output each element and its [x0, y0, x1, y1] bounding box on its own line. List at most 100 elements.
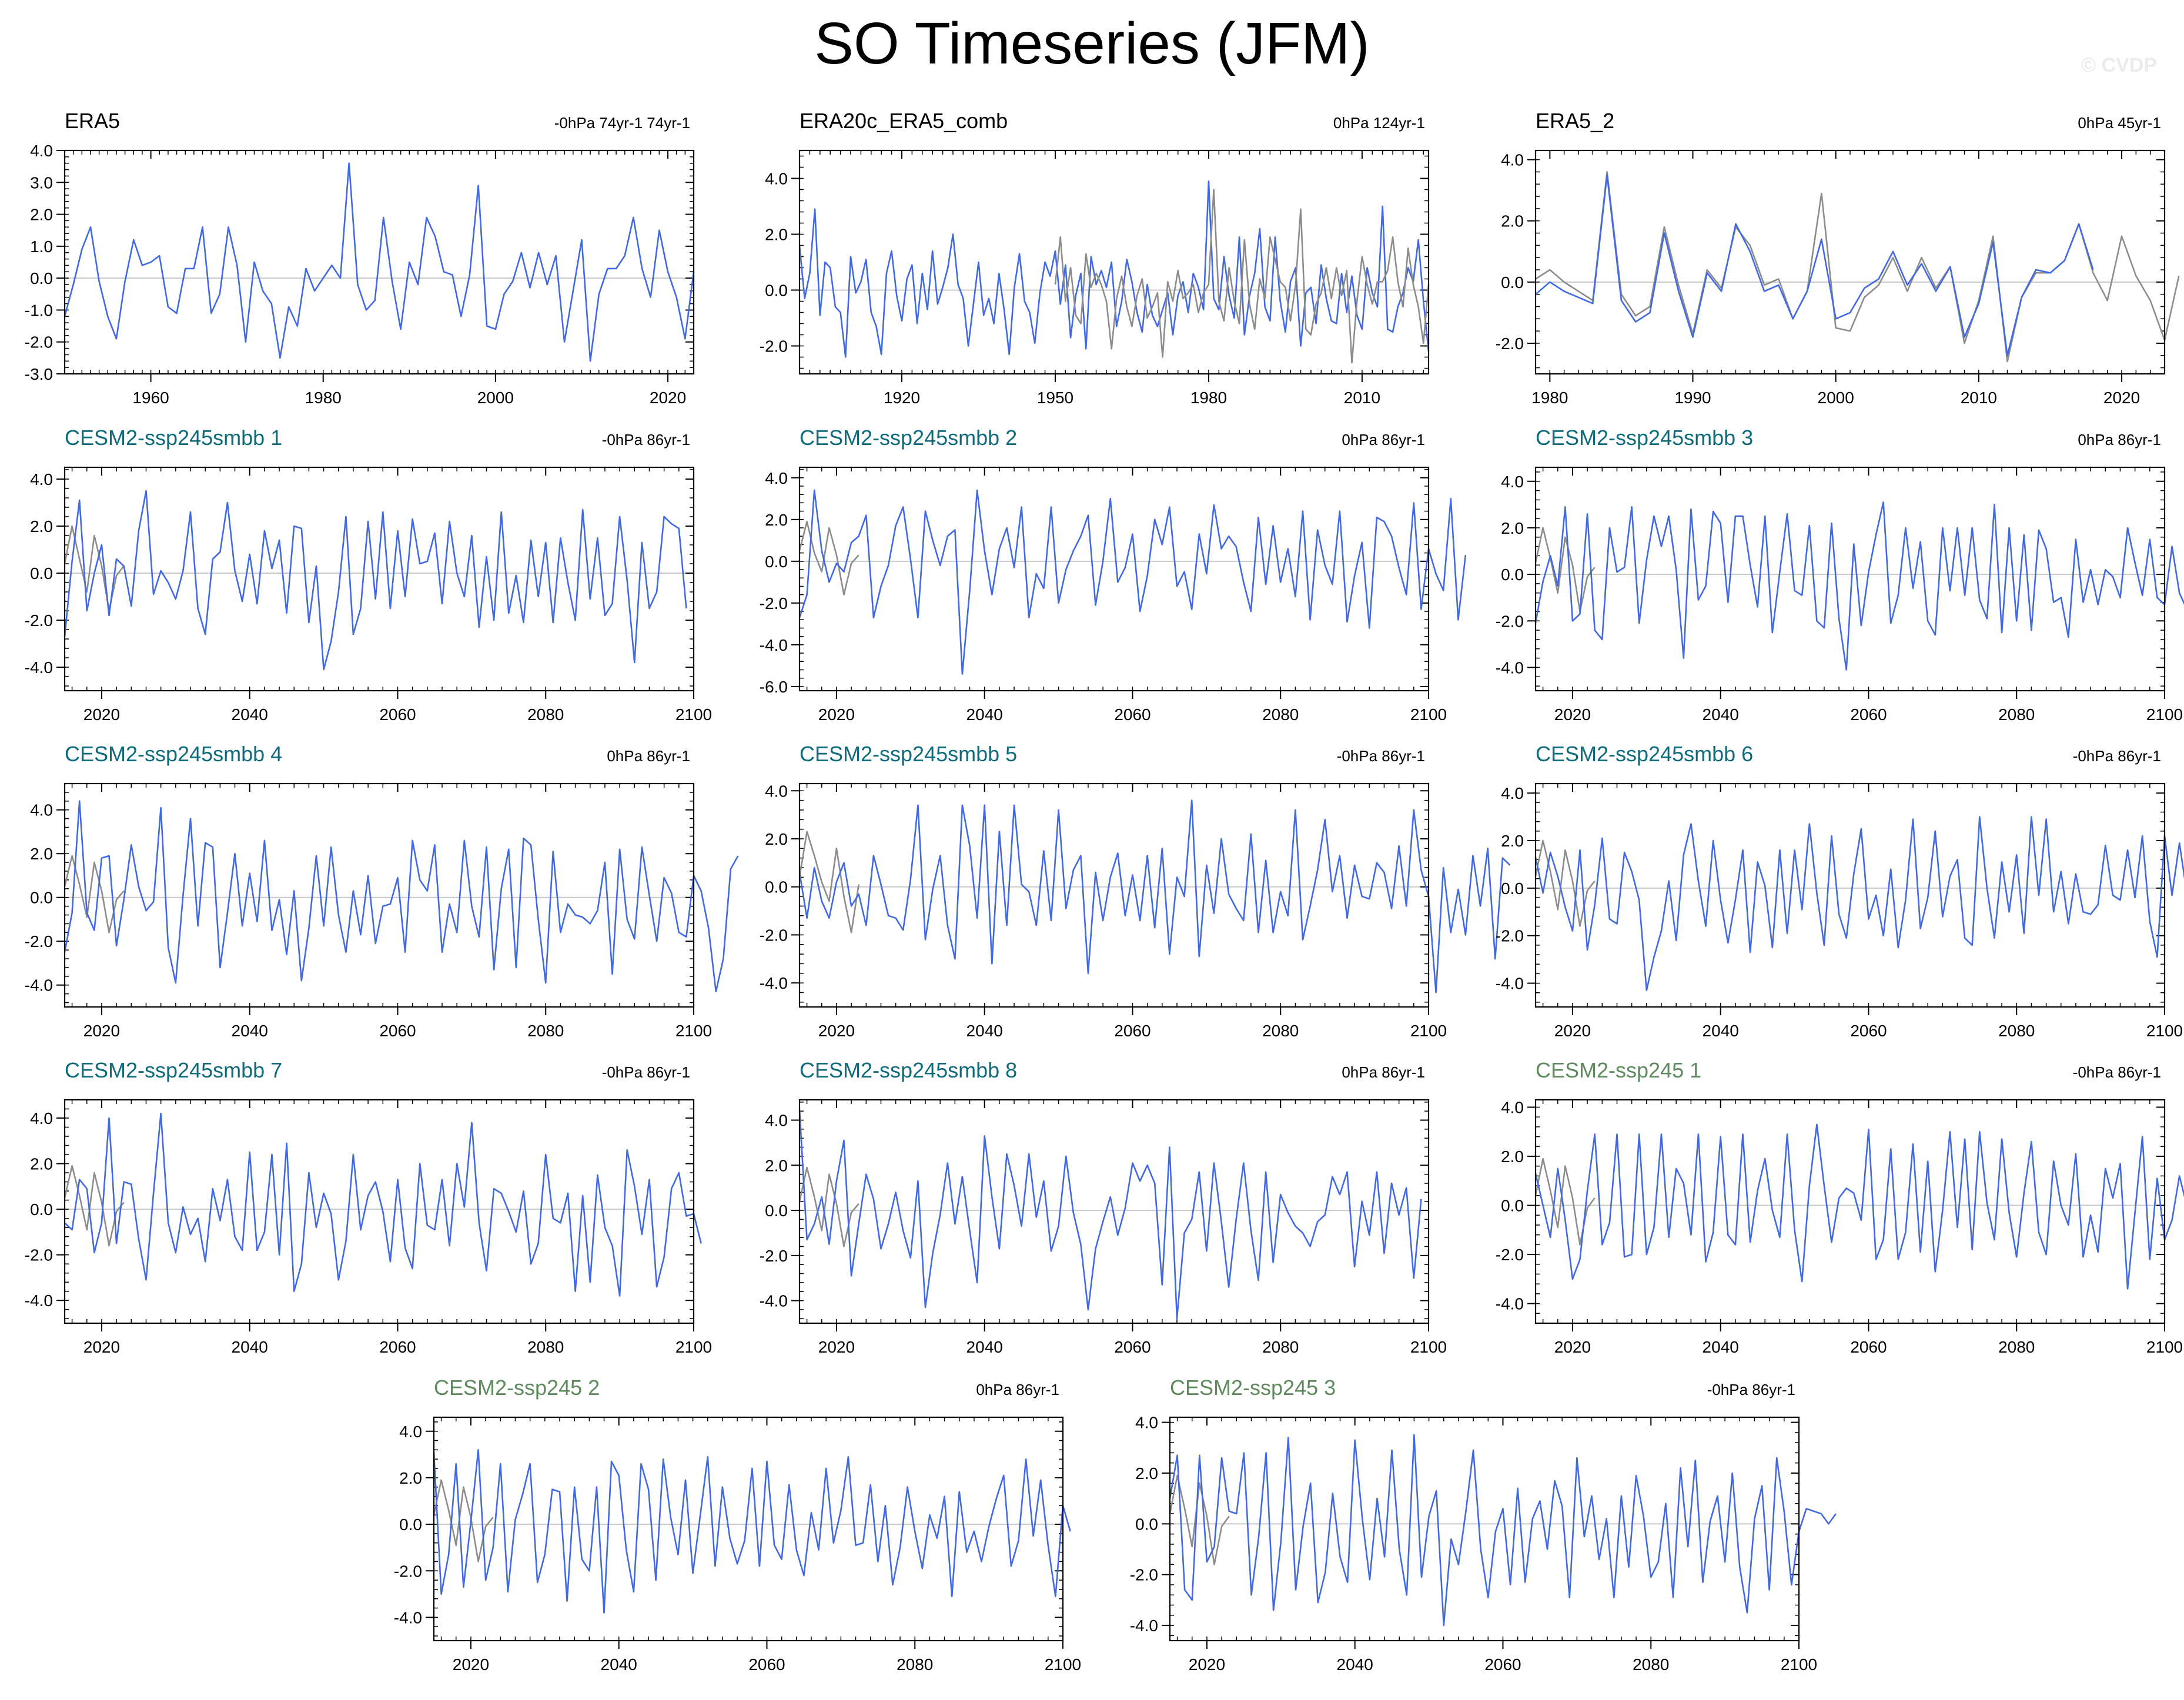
- x-tick-label: 2100: [1410, 1338, 1447, 1356]
- y-tick-label: -4.0: [25, 1291, 53, 1310]
- y-tick-label: 2.0: [1501, 832, 1524, 850]
- y-tick-label: 0.0: [30, 269, 53, 287]
- x-tick-label: 2100: [675, 1338, 712, 1356]
- panel-10: CESM2-ssp245smbb 7 -0hPa 86yr-1 -4.0 -2.0 0.…: [25, 1058, 712, 1356]
- y-tick-label: 2.0: [30, 206, 53, 224]
- index-series-line: [64, 1113, 702, 1297]
- panel-title: CESM2-ssp245smbb 7: [65, 1058, 282, 1082]
- y-tick-label: -4.0: [1130, 1617, 1158, 1635]
- cvdp-watermark: © CVDP: [2081, 54, 2157, 76]
- panel-9: CESM2-ssp245smbb 6 -0hPa 86yr-1 -4.0 -2.0 0.…: [1496, 742, 2184, 1040]
- x-tick-label: 2040: [1703, 1338, 1739, 1356]
- panel-11: CESM2-ssp245smbb 8 0hPa 86yr-1 -4.0 -2.0 0.0…: [760, 1058, 1447, 1356]
- x-tick-label: 2020: [453, 1655, 489, 1674]
- panel-5: CESM2-ssp245smbb 2 0hPa 86yr-1 -6.0 -4.0 -2.…: [760, 426, 1467, 724]
- panel-title: CESM2-ssp245 3: [1170, 1376, 1336, 1400]
- panel-title: CESM2-ssp245smbb 3: [1536, 426, 1753, 450]
- panel-7: CESM2-ssp245smbb 4 0hPa 86yr-1 -4.0 -2.0 0.0…: [25, 742, 739, 1040]
- x-tick-label: 2020: [1189, 1655, 1225, 1674]
- y-tick-label: -2.0: [1496, 612, 1524, 630]
- x-tick-label: 2040: [232, 1022, 268, 1040]
- x-tick-label: 2080: [1998, 705, 2035, 724]
- x-tick-label: 2020: [818, 1022, 855, 1040]
- x-tick-label: 1980: [1190, 389, 1227, 407]
- panel-subtitle: -0hPa 86yr-1: [1707, 1381, 1795, 1398]
- x-tick-label: 2100: [2146, 1022, 2183, 1040]
- y-tick-label: 4.0: [765, 1112, 788, 1130]
- x-tick-label: 2080: [1998, 1338, 2035, 1356]
- x-tick-label: 2020: [2103, 389, 2140, 407]
- panel-subtitle: 0hPa 45yr-1: [2078, 114, 2161, 132]
- observed-overlay-line: [798, 520, 859, 595]
- y-tick-label: 0.0: [765, 878, 788, 896]
- y-tick-label: 2.0: [765, 511, 788, 529]
- x-tick-label: 1990: [1674, 389, 1711, 407]
- y-tick-label: -2.0: [25, 932, 53, 951]
- y-tick-label: 0.0: [1501, 565, 1524, 584]
- plot-frame: [1534, 782, 2166, 1008]
- y-tick-label: 2.0: [1501, 519, 1524, 537]
- observed-overlay-line: [798, 831, 859, 933]
- plot-frame: [63, 782, 695, 1008]
- y-tick-label: 4.0: [765, 782, 788, 800]
- panel-subtitle: 0hPa 86yr-1: [976, 1381, 1059, 1398]
- panel-subtitle: 0hPa 86yr-1: [2078, 431, 2161, 449]
- y-tick-label: 4.0: [765, 170, 788, 188]
- index-series-line: [798, 489, 1467, 675]
- y-tick-label: 4.0: [765, 469, 788, 487]
- x-tick-label: 2040: [966, 1338, 1003, 1356]
- y-tick-label: -2.0: [1496, 334, 1524, 353]
- index-series-line: [1534, 1123, 2184, 1290]
- x-tick-label: 2000: [477, 389, 514, 407]
- x-tick-label: 2060: [1850, 1022, 1887, 1040]
- y-tick-label: 0.0: [30, 1200, 53, 1219]
- x-tick-label: 1960: [132, 389, 169, 407]
- y-tick-label: 2.0: [30, 1155, 53, 1173]
- x-tick-label: 2080: [1998, 1022, 2035, 1040]
- y-tick-label: -4.0: [760, 636, 788, 654]
- panel-4: CESM2-ssp245smbb 1 -0hPa 86yr-1 -4.0 -2.0 0.…: [25, 426, 712, 724]
- y-tick-label: -2.0: [25, 333, 53, 352]
- y-tick-label: 0.0: [765, 1202, 788, 1220]
- y-tick-label: 4.0: [1501, 1099, 1524, 1117]
- index-series-line: [63, 800, 739, 993]
- panel-title: CESM2-ssp245smbb 5: [800, 742, 1017, 766]
- y-tick-label: 4.0: [1501, 151, 1524, 169]
- panel-subtitle: -0hPa 86yr-1: [2073, 747, 2161, 765]
- index-series-line: [798, 799, 1511, 993]
- plot-frame: [63, 149, 695, 375]
- plot-frame: [63, 466, 695, 692]
- observed-overlay-line: [1054, 189, 1430, 364]
- y-tick-label: -3.0: [25, 365, 53, 383]
- y-tick-label: -2.0: [25, 611, 53, 630]
- index-series-line: [63, 162, 695, 362]
- x-tick-label: 2080: [1262, 1338, 1299, 1356]
- y-tick-label: -2.0: [760, 594, 788, 613]
- panel-12: CESM2-ssp245 1 -0hPa 86yr-1 -4.0 -2.0 0.0 2.0…: [1496, 1058, 2184, 1356]
- y-tick-label: 4.0: [30, 142, 53, 160]
- panel-title: CESM2-ssp245 2: [434, 1376, 600, 1400]
- x-tick-label: 2000: [1818, 389, 1854, 407]
- y-tick-label: 4.0: [399, 1423, 422, 1441]
- x-tick-label: 2040: [1703, 705, 1739, 724]
- x-tick-label: 2060: [379, 1338, 416, 1356]
- x-tick-label: 2080: [1262, 705, 1299, 724]
- panel-3: ERA5_2 0hPa 45yr-1 -2.0 0.0 2.0 4.0 1980 1990 20…: [1496, 109, 2180, 407]
- panel-subtitle: -0hPa 86yr-1: [2073, 1063, 2161, 1081]
- x-tick-label: 2060: [379, 1022, 416, 1040]
- x-tick-label: 2080: [527, 705, 564, 724]
- x-tick-label: 2080: [1262, 1022, 1299, 1040]
- plot-frame: [63, 1099, 695, 1324]
- index-series-line: [1534, 816, 2184, 991]
- y-tick-label: -4.0: [760, 974, 788, 992]
- y-tick-label: 1.0: [30, 237, 53, 256]
- y-tick-label: 2.0: [765, 830, 788, 848]
- x-tick-label: 2020: [818, 1338, 855, 1356]
- x-tick-label: 2100: [1781, 1655, 1817, 1674]
- index-series-line: [1169, 1434, 1837, 1627]
- y-tick-label: 0.0: [399, 1515, 422, 1534]
